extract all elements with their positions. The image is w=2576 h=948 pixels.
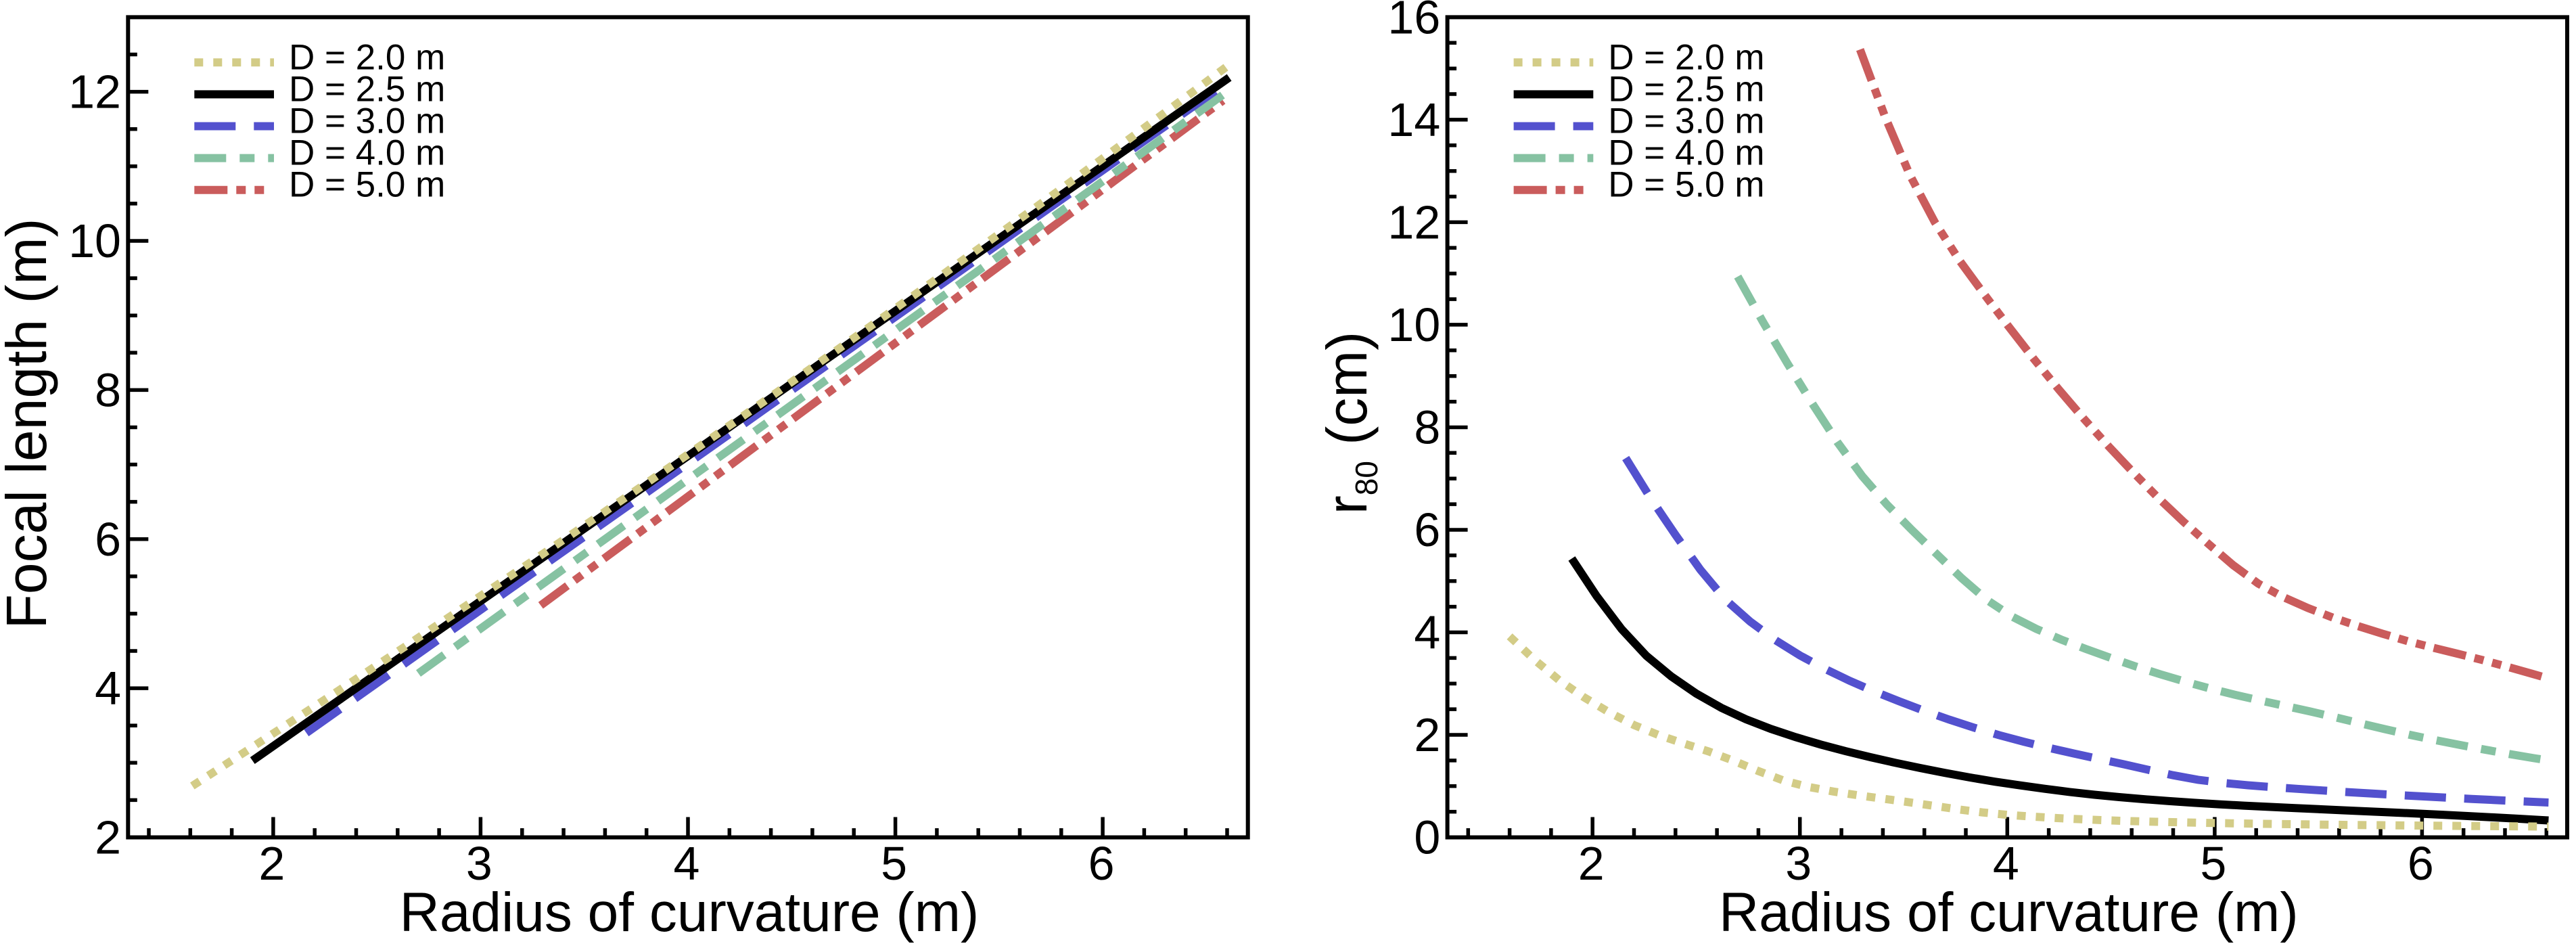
svg-text:2: 2 [1578, 837, 1605, 890]
svg-text:3: 3 [466, 837, 492, 890]
svg-text:2: 2 [258, 837, 285, 890]
svg-text:5: 5 [881, 837, 907, 890]
svg-text:D = 3.0 m: D = 3.0 m [289, 101, 445, 141]
svg-text:D = 2.0 m: D = 2.0 m [289, 37, 445, 77]
svg-text:6: 6 [1088, 837, 1115, 890]
svg-text:D = 2.0 m: D = 2.0 m [1608, 37, 1764, 77]
svg-text:10: 10 [68, 215, 121, 267]
svg-text:5: 5 [2200, 837, 2226, 890]
svg-text:2: 2 [1414, 708, 1440, 761]
svg-text:D = 4.0 m: D = 4.0 m [289, 133, 445, 173]
svg-text:D = 4.0 m: D = 4.0 m [1608, 133, 1764, 173]
svg-text:Focal length (m): Focal length (m) [0, 219, 58, 629]
svg-text:D = 2.5 m: D = 2.5 m [289, 69, 445, 109]
svg-text:D = 5.0 m: D = 5.0 m [289, 165, 445, 205]
svg-text:D = 2.5 m: D = 2.5 m [1608, 69, 1764, 109]
svg-text:8: 8 [1414, 401, 1440, 454]
svg-text:14: 14 [1387, 93, 1440, 146]
svg-text:8: 8 [95, 364, 121, 417]
svg-text:D = 3.0 m: D = 3.0 m [1608, 101, 1764, 141]
svg-text:10: 10 [1387, 298, 1440, 351]
svg-text:4: 4 [95, 662, 121, 715]
svg-text:2: 2 [95, 811, 121, 864]
svg-text:6: 6 [95, 513, 121, 566]
svg-text:Radius of curvature (m): Radius of curvature (m) [400, 882, 980, 943]
svg-text:4: 4 [674, 837, 700, 890]
svg-text:12: 12 [1387, 196, 1440, 249]
svg-text:0: 0 [1414, 811, 1440, 864]
svg-text:4: 4 [1414, 606, 1440, 659]
svg-text:Radius of curvature (m): Radius of curvature (m) [1719, 882, 2299, 943]
svg-text:6: 6 [1414, 503, 1440, 556]
svg-text:6: 6 [2408, 837, 2434, 890]
svg-text:4: 4 [1993, 837, 2019, 890]
svg-text:3: 3 [1785, 837, 1812, 890]
svg-text:D = 5.0 m: D = 5.0 m [1608, 165, 1764, 205]
svg-text:12: 12 [68, 66, 121, 118]
svg-text:16: 16 [1387, 0, 1440, 44]
svg-text:r80 (cm): r80 (cm) [1315, 332, 1384, 514]
